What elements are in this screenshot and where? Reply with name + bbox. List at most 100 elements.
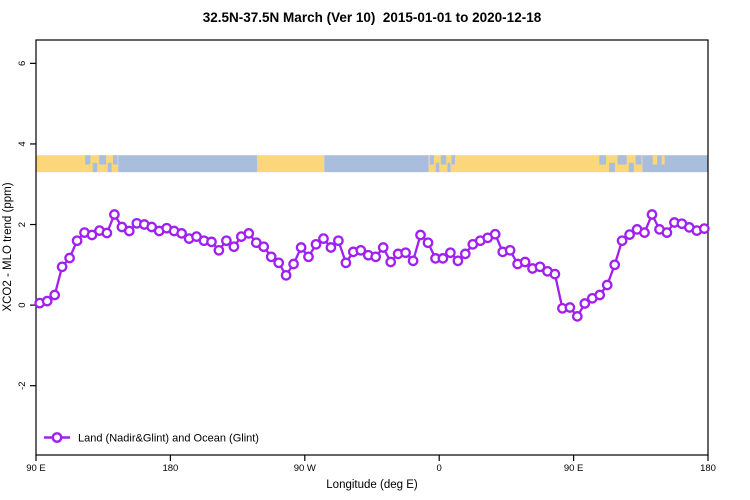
data-point-marker <box>661 227 673 238</box>
data-point-marker <box>459 248 471 260</box>
chart-title: 32.5N-37.5N March (Ver 10) 2015-01-01 to… <box>203 10 542 25</box>
data-point-marker <box>564 302 576 313</box>
data-point-marker <box>318 233 329 244</box>
y-axis-title: XCO2 - MLO trend (ppm) <box>2 182 14 311</box>
data-point-marker <box>340 257 352 269</box>
data-point-marker <box>437 253 449 264</box>
data-point-marker <box>71 235 83 247</box>
x-tick-label: 90 W <box>294 463 316 474</box>
band-segment-mix-blob <box>628 162 634 173</box>
y-tick-label: 4 <box>17 141 28 146</box>
band-island-speck <box>661 155 665 165</box>
data-point-marker <box>265 251 277 263</box>
legend-label: Land (Nadir&Glint) and Ocean (Glint) <box>78 433 259 445</box>
data-point-marker <box>243 228 255 239</box>
band-segment-ocean <box>642 155 708 173</box>
band-segment-mix-blob <box>85 155 91 165</box>
band-segment-mix-blob <box>440 155 447 165</box>
data-point-marker <box>86 229 98 241</box>
band-segment-mix-blob <box>429 155 434 165</box>
data-point-marker <box>579 298 591 309</box>
data-point-marker <box>228 241 240 253</box>
data-point-marker <box>123 225 135 237</box>
data-point-marker <box>295 242 307 253</box>
data-point-marker <box>646 209 658 220</box>
x-tick-label: 90 E <box>564 463 584 474</box>
data-point-marker <box>609 259 621 271</box>
y-tick-label: 2 <box>17 222 28 227</box>
x-tick-label: 90 E <box>26 463 46 474</box>
data-point-marker <box>49 289 61 301</box>
data-point-marker <box>519 256 531 268</box>
data-point-marker <box>452 255 464 267</box>
band-segment-land <box>257 155 325 173</box>
x-axis-title: Longitude (deg E) <box>326 479 418 491</box>
y-axis: -2 0 2 4 6 <box>17 61 36 390</box>
data-point-marker <box>288 258 299 270</box>
x-tick-label: 0 <box>437 463 442 474</box>
data-point-marker <box>400 247 411 259</box>
plot-border <box>35 39 709 456</box>
y-tick-label: -2 <box>17 381 28 389</box>
series-land-ocean <box>34 209 710 322</box>
y-tick-label: 6 <box>17 61 28 66</box>
data-point-marker <box>549 268 561 280</box>
data-point-marker <box>41 295 53 307</box>
data-point-marker <box>109 209 120 220</box>
land-ocean-band <box>36 155 708 173</box>
data-point-marker <box>310 238 322 250</box>
data-point-marker <box>594 289 606 301</box>
data-point-marker <box>698 223 710 234</box>
data-point-marker <box>639 227 650 238</box>
data-point-marker <box>407 255 419 267</box>
y-tick-label: 0 <box>17 302 28 307</box>
x-tick-label: 180 <box>700 463 716 474</box>
x-tick-label: 180 <box>162 463 178 474</box>
band-segment-mix-blob <box>609 162 615 173</box>
data-point-marker <box>489 228 501 240</box>
data-point-marker <box>377 242 389 253</box>
band-segment-mix-blob <box>617 155 627 165</box>
data-point-marker <box>624 229 635 240</box>
data-point-marker <box>280 269 292 281</box>
band-segment-mix-blob <box>451 155 456 165</box>
data-point-marker <box>445 247 456 259</box>
band-segment-land <box>455 155 598 173</box>
data-point-marker <box>504 244 516 256</box>
band-segment-land <box>36 155 84 173</box>
legend: Land (Nadir&Glint) and Ocean (Glint) <box>44 432 259 445</box>
data-point-marker <box>56 261 68 273</box>
band-segment-mix-blob <box>599 155 607 165</box>
data-point-marker <box>213 244 225 256</box>
data-point-marker <box>534 261 546 273</box>
data-point-marker <box>221 235 232 247</box>
data-point-marker <box>415 229 426 241</box>
legend-marker-icon <box>51 432 63 443</box>
data-point-marker <box>385 256 397 268</box>
data-point-marker <box>206 236 217 248</box>
band-segment-mix-blob <box>92 162 98 173</box>
series-line <box>38 213 706 318</box>
data-point-marker <box>571 311 583 322</box>
band-segment-mix-blob <box>435 162 440 173</box>
band-segment-ocean <box>324 155 429 173</box>
band-segment-ocean <box>118 155 258 173</box>
data-point-marker <box>273 257 285 269</box>
data-point-marker <box>355 244 367 256</box>
data-point-marker <box>601 279 613 291</box>
data-point-marker <box>258 241 270 253</box>
series-markers <box>34 209 710 322</box>
data-point-marker <box>370 251 382 263</box>
band-segment-mix-blob <box>447 162 451 173</box>
band-island-speck <box>652 155 658 165</box>
band-segment-mix-blob <box>99 155 107 165</box>
data-point-marker <box>101 227 113 239</box>
data-point-marker <box>176 228 187 239</box>
data-point-marker <box>333 235 344 247</box>
band-segment-mix-blob <box>635 155 642 165</box>
data-point-marker <box>616 235 628 247</box>
data-point-marker <box>325 242 337 253</box>
data-point-marker <box>64 252 75 264</box>
